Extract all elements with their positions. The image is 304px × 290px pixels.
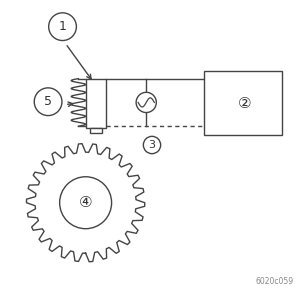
Circle shape: [143, 136, 161, 154]
Text: ④: ④: [79, 195, 92, 210]
Text: 6020c059: 6020c059: [255, 278, 293, 287]
Bar: [90, 128, 102, 133]
Text: 1: 1: [59, 20, 67, 33]
Text: ②: ②: [237, 96, 251, 111]
Text: 3: 3: [148, 140, 156, 150]
Circle shape: [34, 88, 62, 115]
Text: 5: 5: [44, 95, 52, 108]
Circle shape: [136, 92, 156, 113]
Bar: [86, 79, 106, 128]
Circle shape: [49, 13, 76, 41]
Bar: [204, 71, 282, 135]
